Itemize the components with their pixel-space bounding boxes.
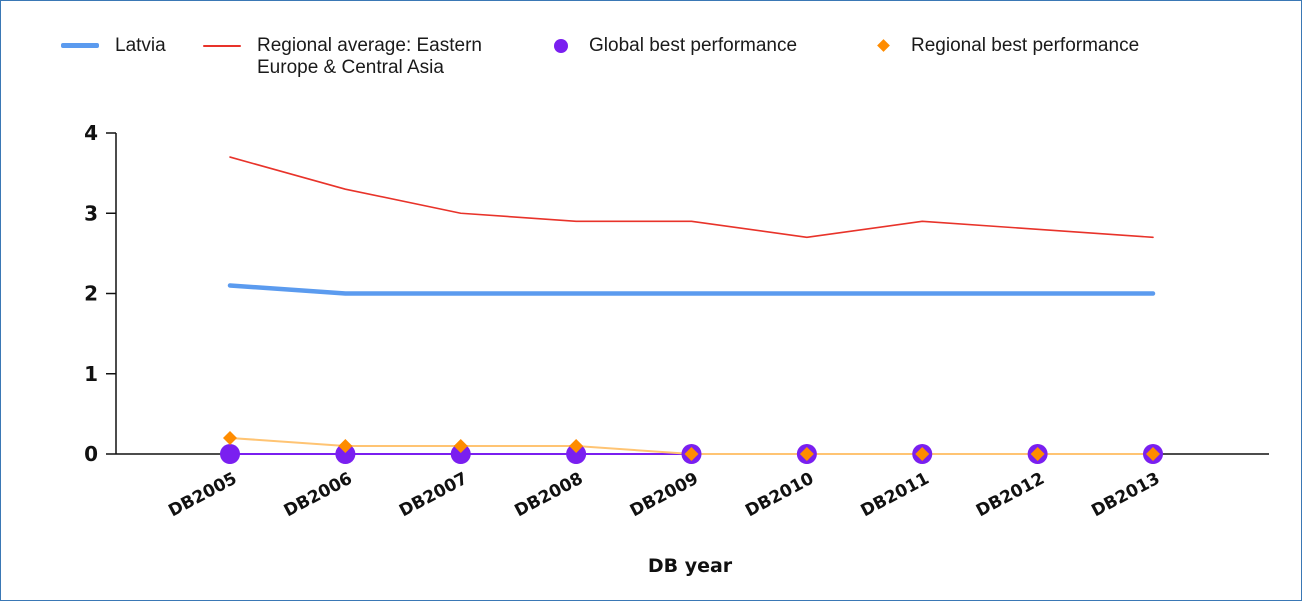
- point-regional-best-performance-db2012: [1030, 447, 1045, 461]
- series-layer: [227, 156, 1156, 455]
- x-tick-label-db2011: DB2011: [858, 469, 933, 522]
- point-regional-best-performance-db2013: [1146, 447, 1160, 461]
- point-global-best-performance-db2008: [566, 444, 587, 464]
- legend-label-regional-average-line-2: Europe & Central Asia: [257, 57, 444, 78]
- y-tick-label-0: 0: [84, 442, 98, 466]
- legend-line-latvia: [61, 43, 99, 48]
- y-tick-label-2: 2: [84, 282, 98, 306]
- x-tick-label-db2010: DB2010: [742, 469, 817, 522]
- y-tick-label-4: 4: [84, 121, 98, 145]
- legend-item-global-best: Global best performance: [549, 35, 797, 57]
- x-tick-label-db2007: DB2007: [396, 469, 471, 522]
- legend-label-latvia: Latvia: [115, 35, 166, 56]
- legend-label-regional-best: Regional best performance: [911, 35, 1140, 56]
- legend-swatch-regional-average: [201, 35, 243, 57]
- point-regional-best-performance-db2008: [569, 438, 584, 453]
- axes: 0 1 2 3 4 DB2005 DB2006 DB2007 DB2008 DB2009 DB201…: [84, 121, 1269, 521]
- legend-swatch-latvia: [59, 35, 101, 57]
- legend-label-global-best: Global best performance: [589, 35, 798, 56]
- x-axis-title: DB year: [648, 555, 733, 577]
- point-global-best-performance-db2006: [335, 444, 356, 464]
- series-line-regional-average-eastern-europe-central-asia: [229, 156, 1154, 239]
- y-tick-label-3: 3: [84, 201, 98, 225]
- series-line-latvia: [227, 283, 1156, 296]
- x-tick-label-db2008: DB2008: [511, 469, 586, 522]
- point-regional-best-performance-db2007: [453, 438, 468, 453]
- marker-layer: [220, 430, 1163, 464]
- legend-label-regional-average: Regional average: Eastern Europe & Centr…: [257, 35, 482, 79]
- point-regional-best-performance-db2006: [338, 438, 353, 453]
- x-tick-label-db2012: DB2012: [973, 469, 1048, 522]
- point-regional-best-performance-db2011: [915, 447, 930, 461]
- legend-swatch-global-best: [549, 35, 575, 57]
- chart-legend: Latvia Regional average: Eastern Europe …: [59, 35, 1259, 91]
- point-global-best-performance-db2005: [220, 444, 240, 464]
- legend-item-regional-average: Regional average: Eastern Europe & Centr…: [201, 35, 482, 79]
- legend-item-latvia: Latvia: [59, 35, 166, 57]
- x-tick-label-db2009: DB2009: [627, 469, 702, 522]
- legend-item-regional-best: Regional best performance: [871, 35, 1139, 57]
- point-regional-best-performance-db2009: [684, 447, 699, 461]
- x-tick-label-db2006: DB2006: [281, 469, 356, 522]
- y-tick-label-1: 1: [84, 362, 98, 386]
- x-tick-label-db2013: DB2013: [1088, 469, 1163, 522]
- legend-label-regional-average-line-1: Regional average: Eastern: [257, 35, 482, 56]
- point-regional-best-performance-db2010: [799, 447, 814, 461]
- x-tick-label-db2005: DB2005: [165, 469, 240, 522]
- legend-dot-global-best: [554, 39, 568, 53]
- legend-line-regional-average: [203, 45, 241, 47]
- point-global-best-performance-db2007: [450, 444, 471, 464]
- point-regional-best-performance-db2005: [223, 430, 237, 445]
